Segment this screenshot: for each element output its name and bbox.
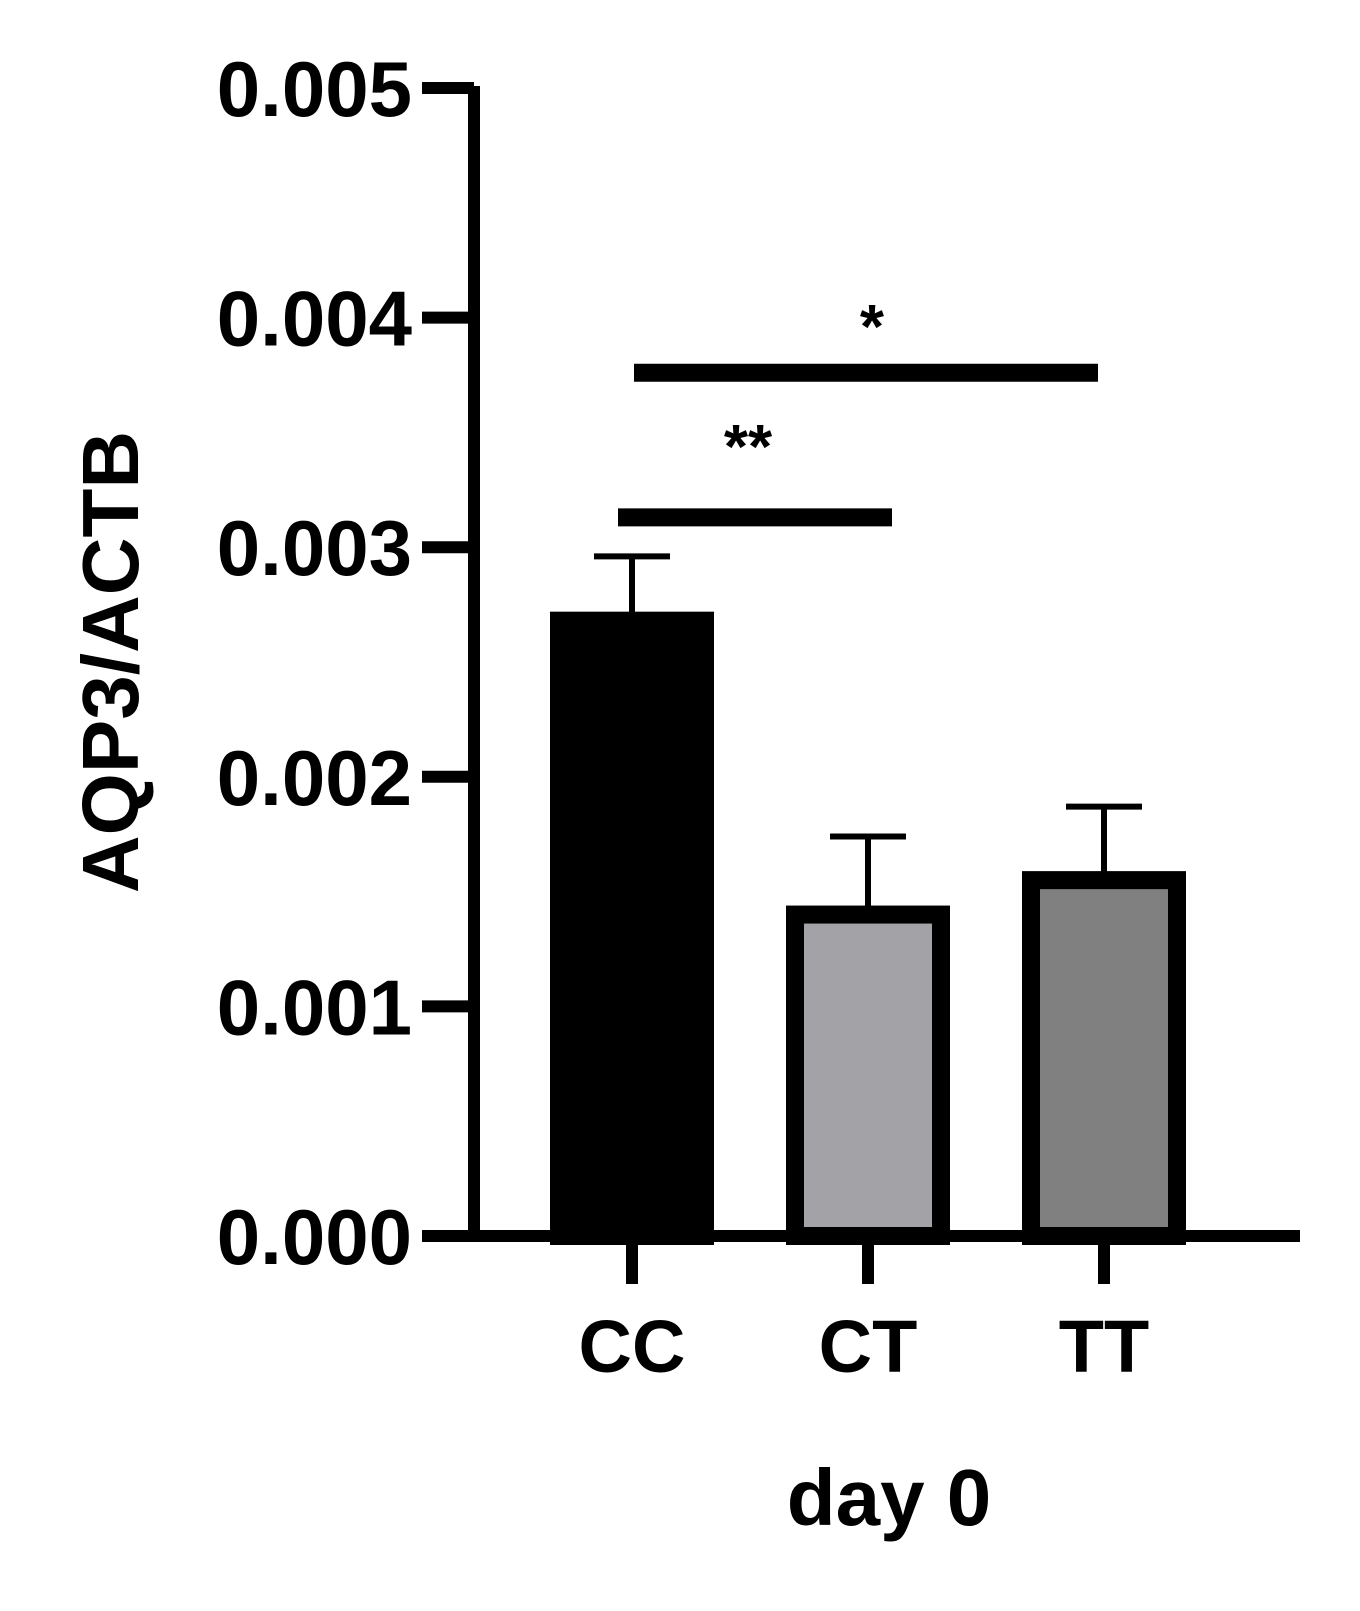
y-tick-label: 0.001 <box>217 963 412 1051</box>
y-tick-label: 0.003 <box>217 504 412 592</box>
x-category-label: CC <box>579 1305 686 1388</box>
bar-cc <box>550 611 714 1245</box>
x-axis-title: day 0 <box>787 1453 992 1542</box>
y-tick-label: 0.002 <box>217 734 412 822</box>
y-ticks-group: 0.000 0.001 0.002 0.003 0.004 0.005 <box>217 45 474 1281</box>
significance-label: * <box>860 293 885 362</box>
y-axis-title: AQP3/ACTB <box>66 431 155 893</box>
error-bars-group <box>594 553 1142 915</box>
bar-tt <box>1022 871 1186 1245</box>
y-tick-label: 0.000 <box>217 1193 412 1281</box>
x-category-label: CT <box>819 1305 918 1388</box>
x-category-label: TT <box>1059 1305 1149 1388</box>
bar-ct <box>786 905 950 1245</box>
y-tick-label: 0.005 <box>217 45 412 133</box>
x-ticks-group: CC CT TT <box>579 1236 1149 1388</box>
y-tick-label: 0.004 <box>217 275 412 363</box>
significance-label: ** <box>724 413 773 482</box>
axes-group <box>468 86 1300 1242</box>
significance-group: *** <box>618 293 1098 527</box>
bars-group <box>550 611 1186 1245</box>
